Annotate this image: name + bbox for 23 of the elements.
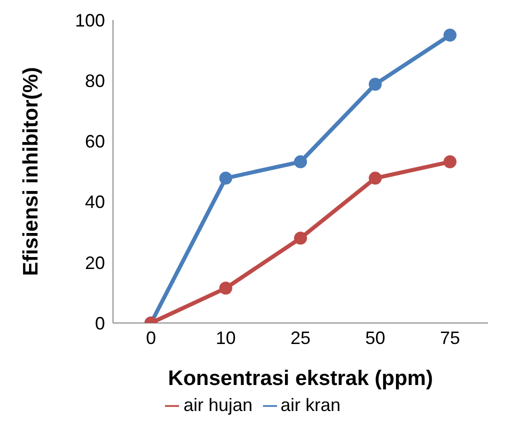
x-tick-label: 25 — [290, 328, 311, 348]
y-axis-title: Efisiensi inhibitor(%) — [19, 67, 42, 276]
point — [219, 172, 232, 185]
y-tick-label: 60 — [84, 132, 105, 152]
point — [294, 232, 307, 245]
x-tick-label: 50 — [365, 328, 386, 348]
y-tick-label: 0 — [94, 313, 105, 334]
legend-label: air kran — [280, 395, 341, 415]
point — [368, 78, 382, 91]
point — [219, 282, 232, 295]
point — [444, 155, 456, 168]
x-tick-label: 0 — [146, 328, 156, 348]
x-tick-label: 75 — [440, 328, 460, 348]
point — [444, 28, 456, 42]
x-tick-label: 10 — [216, 328, 236, 348]
y-tick-label: 80 — [84, 70, 105, 91]
point — [294, 155, 307, 168]
point — [368, 172, 382, 185]
x-axis-title: Konsentrasi ekstrak (ppm) — [168, 367, 433, 390]
y-tick-label: 100 — [74, 10, 105, 30]
y-tick-label: 20 — [84, 252, 105, 273]
y-tick-label: 40 — [84, 192, 105, 212]
legend-label: air hujan — [183, 395, 252, 415]
